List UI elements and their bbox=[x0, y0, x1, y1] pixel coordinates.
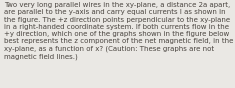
Text: Two very long parallel wires in the xy-plane, a distance 2a apart,
are parallel : Two very long parallel wires in the xy-p… bbox=[4, 2, 234, 60]
